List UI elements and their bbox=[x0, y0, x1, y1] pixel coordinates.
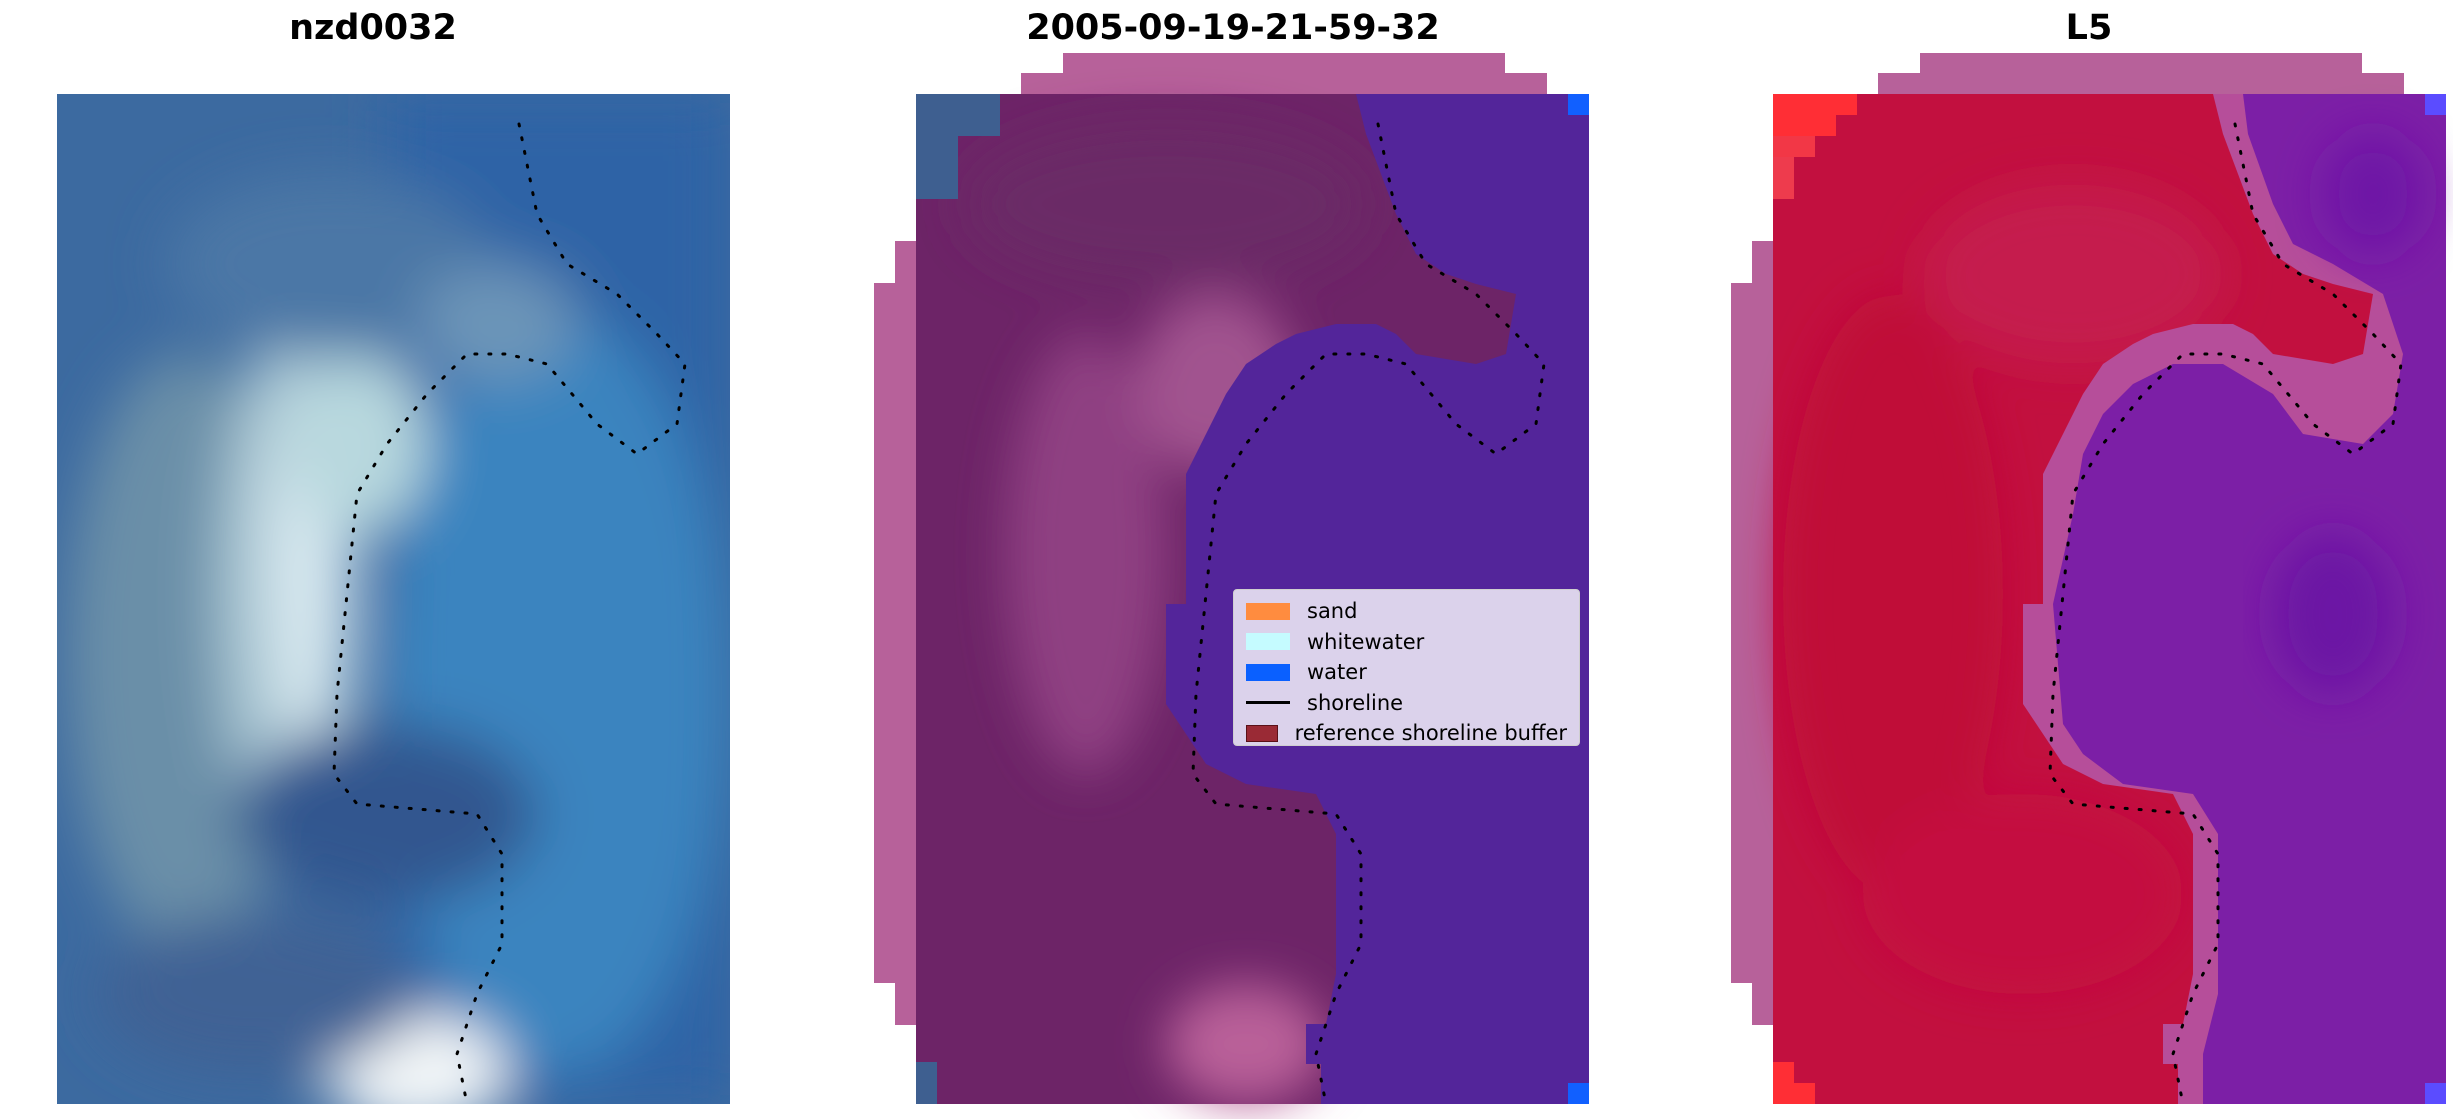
legend-line-shoreline bbox=[1246, 701, 1290, 705]
rgb-image-panel bbox=[57, 94, 730, 1106]
mndwi-image bbox=[1731, 53, 2446, 1106]
legend-label: water bbox=[1307, 660, 1367, 685]
corner-red-5 bbox=[1773, 1062, 1794, 1083]
legend-label: whitewater bbox=[1307, 629, 1425, 654]
buffer-left-2 bbox=[874, 283, 916, 983]
legend-swatch-sand bbox=[1246, 602, 1290, 620]
buffer-top bbox=[1920, 53, 2362, 73]
buffer-top-2 bbox=[1878, 73, 2404, 94]
legend-swatch-water bbox=[1246, 663, 1290, 681]
legend-item-sand: sand bbox=[1246, 596, 1567, 627]
buffer-left-2 bbox=[1731, 283, 1773, 983]
corner-rgb-1 bbox=[916, 94, 1000, 136]
corner-red-1 bbox=[1773, 94, 1857, 115]
buffer-left-1 bbox=[1752, 241, 1773, 283]
buffer-top-2 bbox=[1021, 73, 1547, 94]
legend: sand whitewater water shoreline referenc… bbox=[1233, 589, 1580, 746]
legend-item-shoreline: shoreline bbox=[1246, 688, 1567, 719]
corner-water-1 bbox=[1568, 94, 1589, 115]
mndwi-water bbox=[2053, 94, 2446, 1104]
corner-blue-1 bbox=[2425, 94, 2446, 115]
corner-rgb-3 bbox=[916, 1062, 937, 1104]
buffer-left-1 bbox=[895, 241, 916, 283]
panel-classified-title: 2005-09-19-21-59-32 bbox=[1026, 8, 1440, 48]
shoreline-dots bbox=[1191, 122, 1546, 1106]
mndwi-image-panel bbox=[1731, 53, 2447, 1106]
buffer-left-3 bbox=[1752, 983, 1773, 1025]
legend-item-whitewater: whitewater bbox=[1246, 627, 1567, 658]
shoreline-dots bbox=[2048, 122, 2403, 1106]
legend-label: sand bbox=[1307, 599, 1358, 624]
legend-label: reference shoreline buffer bbox=[1294, 721, 1567, 746]
legend-label: shoreline bbox=[1307, 690, 1404, 715]
legend-swatch-buffer bbox=[1246, 724, 1278, 742]
legend-item-buffer: reference shoreline buffer bbox=[1246, 718, 1567, 749]
classified-image bbox=[874, 53, 1589, 1106]
rgb-image bbox=[57, 94, 730, 1106]
shoreline-dots bbox=[332, 122, 687, 1106]
legend-swatch-whitewater bbox=[1246, 633, 1290, 651]
buffer-top bbox=[1063, 53, 1505, 73]
buffer-left-3 bbox=[895, 983, 916, 1025]
corner-rgb-2 bbox=[916, 136, 958, 199]
classified-image-panel bbox=[874, 53, 1590, 1106]
corner-blue-2 bbox=[2425, 1083, 2446, 1104]
corner-water-2 bbox=[1568, 1083, 1589, 1104]
corner-red-2 bbox=[1773, 115, 1836, 136]
corner-red-3 bbox=[1773, 136, 1815, 157]
corner-red-4 bbox=[1773, 157, 1794, 199]
panel-rgb-title: nzd0032 bbox=[289, 8, 457, 48]
panel-mndwi-title: L5 bbox=[2065, 8, 2113, 48]
corner-red-6 bbox=[1773, 1083, 1815, 1104]
legend-item-water: water bbox=[1246, 657, 1567, 688]
